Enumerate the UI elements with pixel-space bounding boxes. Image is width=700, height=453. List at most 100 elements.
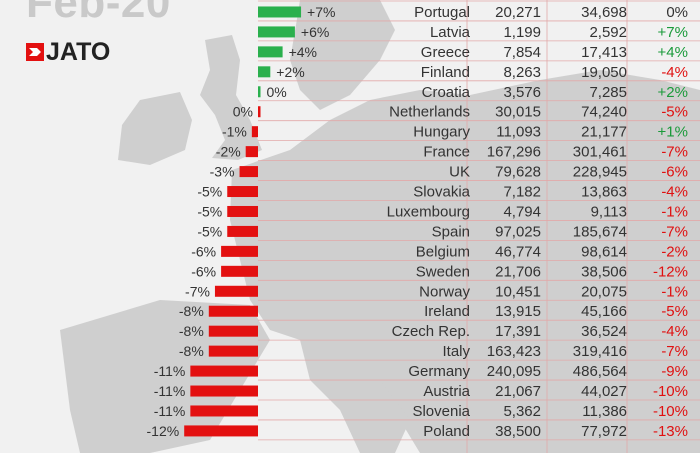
bar xyxy=(208,345,258,357)
table-row: Finland 8,263 19,050 -4% xyxy=(421,64,688,81)
change-cell: -10% xyxy=(653,383,688,400)
value-1-cell: 1,199 xyxy=(503,24,541,41)
value-1-cell: 4,794 xyxy=(503,203,541,220)
table-row: Czech Rep. 17,391 36,524 -4% xyxy=(392,323,688,340)
bar xyxy=(227,186,258,198)
bar xyxy=(221,245,258,257)
value-2-cell: 19,050 xyxy=(581,64,627,81)
bar xyxy=(208,305,258,317)
value-1-cell: 30,015 xyxy=(495,104,541,121)
value-2-cell: 185,674 xyxy=(573,223,627,240)
table-row: Hungary 11,093 21,177 +1% xyxy=(413,124,688,141)
value-2-cell: 13,863 xyxy=(581,184,627,201)
value-1-cell: 10,451 xyxy=(495,283,541,300)
value-2-cell: 9,113 xyxy=(591,203,627,220)
change-cell: -12% xyxy=(653,263,688,280)
value-2-cell: 4,096 xyxy=(589,0,627,1)
change-cell: -10% xyxy=(653,403,688,420)
bar-data-label: +2% xyxy=(276,64,304,80)
bar xyxy=(258,106,261,118)
value-2-cell: 301,461 xyxy=(573,144,627,161)
table-row: Germany 240,095 486,564 -9% xyxy=(408,363,688,380)
bar xyxy=(227,205,258,217)
great-britain-landmass xyxy=(200,35,262,160)
country-name: Hungary xyxy=(413,124,470,141)
change-cell: -5% xyxy=(661,303,688,320)
bar-data-label: -5% xyxy=(197,184,222,200)
country-name: Slovenia xyxy=(412,403,470,420)
change-cell: -4% xyxy=(661,184,688,201)
value-1-cell: 240,095 xyxy=(487,363,541,380)
bar xyxy=(214,285,258,297)
country-name: Lithuania xyxy=(409,0,471,1)
italy-landmass xyxy=(300,340,410,453)
value-1-cell: 3,576 xyxy=(503,84,541,101)
bar-data-label: -12% xyxy=(147,423,180,439)
bar-data-label: +4% xyxy=(289,44,317,60)
value-2-cell: 21,177 xyxy=(581,124,627,141)
scandinavia-landmass xyxy=(290,0,395,110)
value-1-cell: 97,025 xyxy=(495,223,541,240)
table-row: Lithuania 1,804 4,096 +16% xyxy=(409,0,688,1)
bar xyxy=(258,26,295,38)
bar-data-label: -5% xyxy=(197,223,222,239)
bar-data-label: +7% xyxy=(307,4,335,20)
table-row: Austria 21,067 44,027 -10% xyxy=(423,383,688,400)
value-2-cell: 38,506 xyxy=(581,263,627,280)
bar-labels-group: +8%+7%+6%+4%+2%0%0%-1%-2%-3%-5%-5%-5%-6%… xyxy=(147,0,342,439)
bar-data-label: -11% xyxy=(154,403,186,419)
table-row: Latvia 1,199 2,592 +7% xyxy=(430,24,688,41)
value-2-cell: 77,972 xyxy=(581,423,627,440)
value-2-cell: 98,614 xyxy=(581,243,627,260)
bar-data-label: -6% xyxy=(191,263,216,279)
table-row: UK 79,628 228,945 -6% xyxy=(449,164,688,181)
value-2-cell: 228,945 xyxy=(573,164,627,181)
change-cell: -4% xyxy=(661,64,688,81)
country-name: Czech Rep. xyxy=(392,323,470,340)
bar-data-label: -8% xyxy=(179,323,204,339)
value-2-cell: 486,564 xyxy=(573,363,627,380)
value-1-cell: 8,263 xyxy=(503,64,541,81)
value-1-cell: 163,423 xyxy=(487,343,541,360)
bars-group xyxy=(184,6,302,437)
table-row: Italy 163,423 319,416 -7% xyxy=(442,343,688,360)
bar-data-label: -8% xyxy=(179,343,204,359)
value-2-cell: 36,524 xyxy=(581,323,627,340)
jato-logo: JATO xyxy=(26,38,136,66)
country-name: Austria xyxy=(423,383,470,400)
ireland-landmass xyxy=(118,92,192,165)
value-2-cell: 319,416 xyxy=(573,343,627,360)
value-2-cell: 45,166 xyxy=(581,303,627,320)
value-2-cell: 44,027 xyxy=(581,383,627,400)
table-row: France 167,296 301,461 -7% xyxy=(423,144,688,161)
change-cell: -4% xyxy=(661,323,688,340)
bar-data-label: -11% xyxy=(154,383,186,399)
country-name: Germany xyxy=(408,363,470,380)
value-2-cell: 17,413 xyxy=(581,44,627,61)
bar xyxy=(258,66,271,78)
change-cell: +16% xyxy=(649,0,688,1)
change-cell: 0% xyxy=(666,4,688,21)
country-name: Netherlands xyxy=(389,104,470,121)
country-name: Poland xyxy=(423,423,470,440)
bar xyxy=(208,325,258,337)
bar-data-label: 0% xyxy=(267,84,287,100)
value-1-cell: 1,804 xyxy=(503,0,541,1)
bar-data-label: -2% xyxy=(216,144,241,160)
value-2-cell: 7,285 xyxy=(589,84,627,101)
bar-data-label: -1% xyxy=(222,124,247,140)
logo-text: JATO xyxy=(46,38,111,66)
table-row: Slovenia 5,362 11,386 -10% xyxy=(412,403,688,420)
value-1-cell: 38,500 xyxy=(495,423,541,440)
bar-data-label: 0% xyxy=(233,104,253,120)
value-2-cell: 2,592 xyxy=(589,24,627,41)
table-row: Ireland 13,915 45,166 -5% xyxy=(424,303,688,320)
country-name: Sweden xyxy=(416,263,470,280)
page-title: Feb-20 xyxy=(26,0,171,27)
change-cell: -1% xyxy=(661,283,688,300)
country-name: Croatia xyxy=(422,84,471,101)
country-name: Luxembourg xyxy=(387,203,470,220)
table-row: Netherlands 30,015 74,240 -5% xyxy=(389,104,688,121)
bar-data-label: -8% xyxy=(179,303,204,319)
